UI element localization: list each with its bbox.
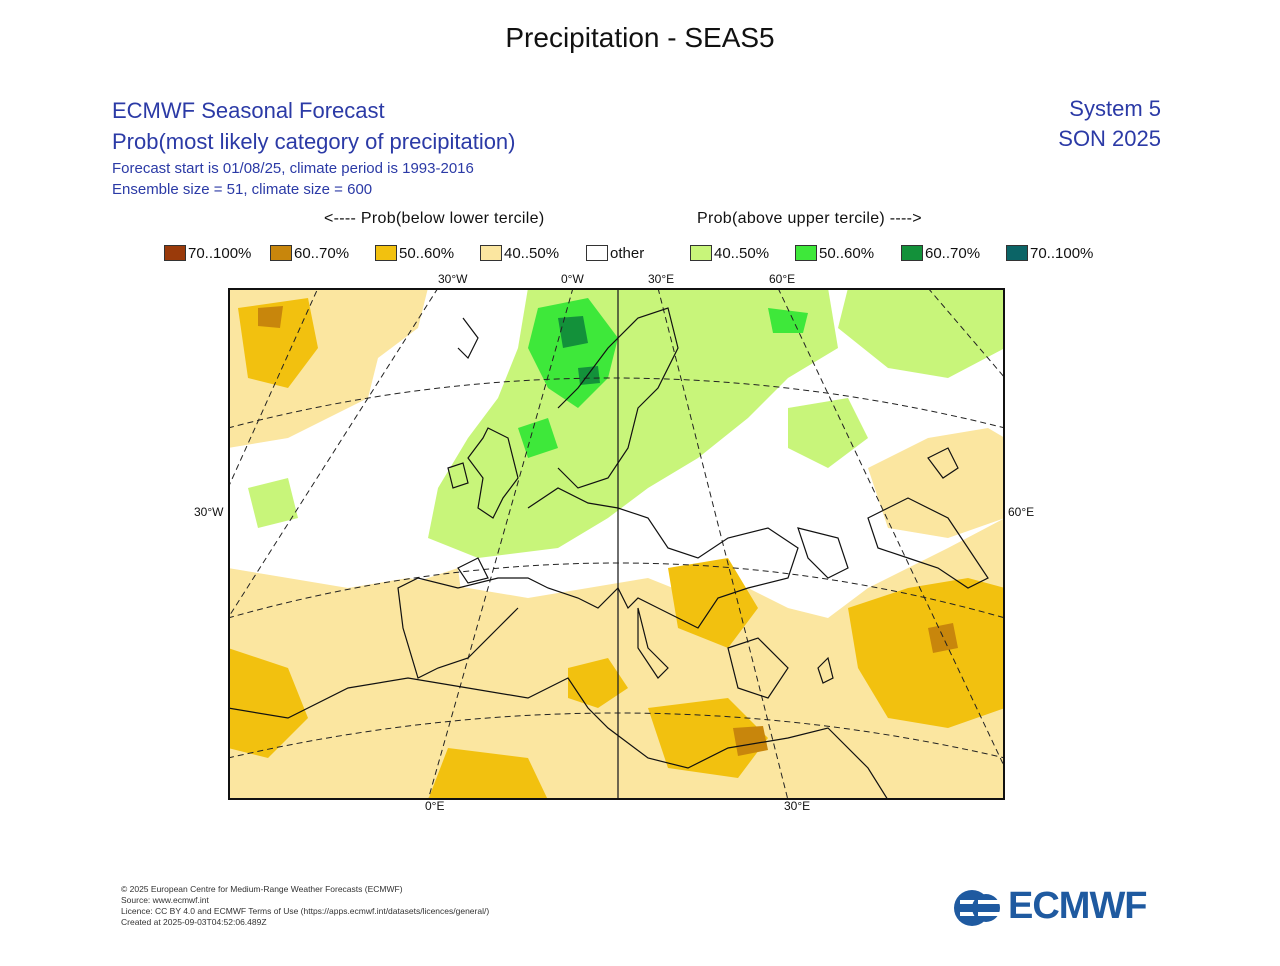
- source-line: Source: www.ecmwf.int: [121, 895, 209, 905]
- legend-label: 50..60%: [399, 244, 455, 262]
- lon-label-30e: 30°E: [648, 272, 675, 286]
- legend-label: other: [610, 244, 645, 262]
- lon-label-bottom-0e: 0°E: [425, 799, 445, 813]
- legend-swatch: [164, 245, 186, 261]
- legend-swatch: [795, 245, 817, 261]
- legend-label: 60..70%: [925, 244, 981, 262]
- legend-item-above-60-70: 60..70%: [901, 243, 980, 263]
- copyright: © 2025 European Centre for Medium-Range …: [121, 884, 403, 894]
- region-below-50-60: [228, 298, 1005, 800]
- legend-swatch: [270, 245, 292, 261]
- legend-label: 40..50%: [714, 244, 770, 262]
- forecast-start-info: Forecast start is 01/08/25, climate peri…: [112, 160, 474, 177]
- graticule: [228, 288, 1005, 800]
- forecast-title: ECMWF Seasonal Forecast: [112, 98, 385, 123]
- region-above-40-50: [248, 288, 1005, 558]
- lon-label-30w: 30°W: [438, 272, 468, 286]
- legend-above-heading: Prob(above upper tercile) ---->: [697, 210, 922, 227]
- legend-below-heading: <---- Prob(below lower tercile): [324, 210, 545, 227]
- ecmwf-logo: ECMWF: [952, 884, 1156, 930]
- map-frame: [228, 288, 1005, 800]
- lon-label-60e: 60°E: [769, 272, 796, 286]
- region-above-60-70: [558, 316, 600, 385]
- legend-swatch: [375, 245, 397, 261]
- legend-swatch: [480, 245, 502, 261]
- ecmwf-logo-mark-icon: [954, 890, 1002, 926]
- lon-label-0w: 0°W: [561, 272, 584, 286]
- lat-label-left: 30°W: [194, 505, 224, 519]
- licence-line: Licence: CC BY 4.0 and ECMWF Terms of Us…: [121, 906, 490, 916]
- lat-label-right: 60°E: [1008, 505, 1035, 519]
- legend-item-above-50-60: 50..60%: [795, 243, 874, 263]
- system-label: System 5: [1069, 96, 1161, 121]
- legend-item-below-70-100: 70..100%: [164, 243, 251, 263]
- probability-map: [228, 288, 1005, 800]
- created-line: Created at 2025-09-03T04:52:06.489Z: [121, 917, 267, 927]
- ecmwf-logo-text: ECMWF: [1008, 885, 1148, 927]
- lon-label-bottom-30e: 30°E: [784, 799, 811, 813]
- forecast-subtitle: Prob(most likely category of precipitati…: [112, 129, 516, 154]
- legend-item-above-40-50: 40..50%: [690, 243, 769, 263]
- legend-label: 50..60%: [819, 244, 875, 262]
- legend-label: 70..100%: [1030, 244, 1094, 262]
- coastlines: [228, 307, 989, 800]
- legend-item-below-60-70: 60..70%: [270, 243, 349, 263]
- legend-label: 40..50%: [504, 244, 560, 262]
- season-label: SON 2025: [1058, 126, 1161, 151]
- ensemble-info: Ensemble size = 51, climate size = 600: [112, 181, 373, 198]
- legend-swatch: [586, 245, 608, 261]
- legend-item-other: other: [586, 243, 644, 263]
- page-title: Precipitation - SEAS5: [505, 22, 775, 53]
- legend-swatch: [1006, 245, 1028, 261]
- legend-label: 60..70%: [294, 244, 350, 262]
- legend-item-below-50-60: 50..60%: [375, 243, 454, 263]
- legend-swatch: [901, 245, 923, 261]
- region-below-40-50: [228, 288, 1005, 800]
- legend-label: 70..100%: [188, 244, 252, 262]
- legend-item-above-70-100: 70..100%: [1006, 243, 1093, 263]
- footer: © 2025 European Centre for Medium-Range …: [121, 884, 489, 928]
- region-below-60-70: [258, 306, 958, 756]
- legend-swatch: [690, 245, 712, 261]
- legend-item-below-40-50: 40..50%: [480, 243, 559, 263]
